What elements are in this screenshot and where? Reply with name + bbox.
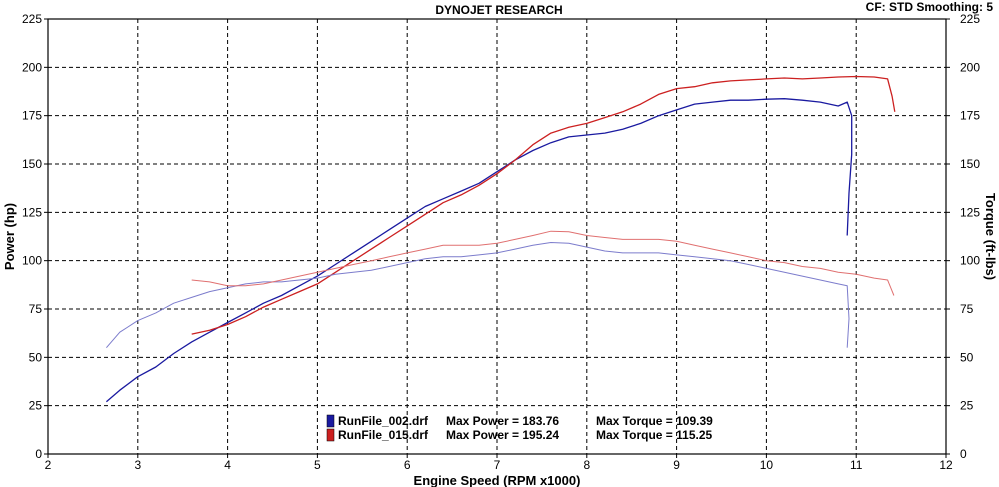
y2-tick-label: 75 xyxy=(960,302,974,316)
y2-tick-label: 25 xyxy=(960,399,974,413)
y-tick-label: 200 xyxy=(22,60,42,74)
y-tick-label: 75 xyxy=(29,302,43,316)
correction-factor-label: CF: STD Smoothing: 5 xyxy=(866,0,994,14)
x-tick-label: 2 xyxy=(45,458,52,472)
y-tick-label: 25 xyxy=(29,399,43,413)
y2-tick-label: 100 xyxy=(960,254,980,268)
legend-swatch-run-002 xyxy=(326,414,335,428)
x-tick-label: 3 xyxy=(134,458,141,472)
y-axis-label: Power (hp) xyxy=(2,203,17,270)
legend-file-run-002: RunFile_002.drf xyxy=(338,414,429,428)
x-tick-label: 12 xyxy=(939,458,953,472)
x-tick-label: 11 xyxy=(850,458,863,472)
x-axis-label: Engine Speed (RPM x1000) xyxy=(414,473,581,487)
x-tick-label: 8 xyxy=(583,458,590,472)
y-tick-label: 225 xyxy=(22,12,42,26)
x-tick-label: 4 xyxy=(224,458,231,472)
legend-max-power-run-002: Max Power = 183.76 xyxy=(446,414,559,428)
chart-title: DYNOJET RESEARCH xyxy=(435,3,562,17)
y-tick-label: 125 xyxy=(22,205,42,219)
y-tick-label: 0 xyxy=(35,447,42,461)
x-tick-label: 5 xyxy=(314,458,321,472)
torque-curve-runfile-002-drf xyxy=(106,242,850,349)
power-curve-runfile-002-drf xyxy=(105,98,853,403)
data-series xyxy=(105,75,896,403)
y2-tick-label: 150 xyxy=(960,157,980,171)
legend-max-torque-run-002: Max Torque = 109.39 xyxy=(596,414,713,428)
x-tick-label: 7 xyxy=(494,458,501,472)
gridlines xyxy=(48,19,946,454)
y-tick-label: 150 xyxy=(22,157,42,171)
y-tick-label: 175 xyxy=(22,109,42,123)
axis-ticks: 2 3 4 5 6 7 8 9 10 11 12 0 0 25 25 50 50 75 75 100 100 125 125… xyxy=(22,12,980,472)
legend-max-torque-run-015: Max Torque = 115.25 xyxy=(596,428,712,442)
torque-curve-runfile-015-drf xyxy=(191,230,895,296)
y2-axis-label: Torque (ft-lbs) xyxy=(983,193,998,280)
y2-tick-label: 0 xyxy=(960,447,967,461)
y2-tick-label: 125 xyxy=(960,205,980,219)
legend: RunFile_002.drf Max Power = 183.76 Max T… xyxy=(326,414,713,442)
y2-tick-label: 200 xyxy=(960,60,980,74)
y2-tick-label: 50 xyxy=(960,350,974,364)
legend-file-run-015: RunFile_015.drf xyxy=(338,428,429,442)
y-tick-label: 100 xyxy=(22,254,42,268)
y2-tick-label: 175 xyxy=(960,109,980,123)
power-curve-runfile-015-drf xyxy=(191,75,896,335)
y2-tick-label: 225 xyxy=(960,12,980,26)
x-tick-label: 9 xyxy=(673,458,680,472)
x-tick-label: 10 xyxy=(760,458,774,472)
legend-max-power-run-015: Max Power = 195.24 xyxy=(446,428,559,442)
legend-swatch-run-015 xyxy=(326,428,335,442)
x-tick-label: 6 xyxy=(404,458,411,472)
y-tick-label: 50 xyxy=(29,350,43,364)
